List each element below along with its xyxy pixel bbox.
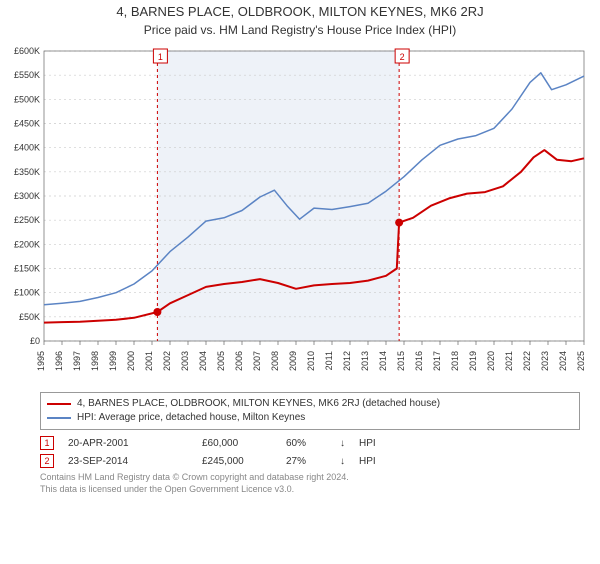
footer-attribution: Contains HM Land Registry data © Crown c… bbox=[40, 472, 580, 495]
svg-text:2022: 2022 bbox=[522, 351, 532, 371]
svg-text:£100K: £100K bbox=[14, 288, 40, 298]
svg-text:1996: 1996 bbox=[54, 351, 64, 371]
sales-table: 1 20-APR-2001 £60,000 60% ↓ HPI 2 23-SEP-2014 £2… bbox=[40, 434, 580, 470]
svg-text:2: 2 bbox=[400, 52, 405, 62]
legend-row: HPI: Average price, detached house, Milt… bbox=[47, 411, 573, 425]
svg-text:2021: 2021 bbox=[504, 351, 514, 371]
sale-pct: 60% bbox=[286, 438, 326, 449]
svg-text:2018: 2018 bbox=[450, 351, 460, 371]
legend-swatch bbox=[47, 417, 71, 419]
svg-text:£550K: £550K bbox=[14, 70, 40, 80]
svg-text:£200K: £200K bbox=[14, 239, 40, 249]
svg-text:1999: 1999 bbox=[108, 351, 118, 371]
sale-price: £245,000 bbox=[202, 456, 272, 467]
svg-text:2010: 2010 bbox=[306, 351, 316, 371]
svg-text:£500K: £500K bbox=[14, 94, 40, 104]
svg-text:2019: 2019 bbox=[468, 351, 478, 371]
chart-title-sub: Price paid vs. HM Land Registry's House … bbox=[0, 23, 600, 37]
svg-text:2009: 2009 bbox=[288, 351, 298, 371]
sale-pct: 27% bbox=[286, 456, 326, 467]
svg-text:2004: 2004 bbox=[198, 351, 208, 371]
svg-text:2008: 2008 bbox=[270, 351, 280, 371]
sale-arrow-icon: ↓ bbox=[340, 456, 345, 467]
svg-text:2003: 2003 bbox=[180, 351, 190, 371]
svg-text:2013: 2013 bbox=[360, 351, 370, 371]
svg-text:2000: 2000 bbox=[126, 351, 136, 371]
svg-text:2007: 2007 bbox=[252, 351, 262, 371]
svg-text:£0: £0 bbox=[30, 336, 40, 346]
sale-price: £60,000 bbox=[202, 438, 272, 449]
sale-row: 2 23-SEP-2014 £245,000 27% ↓ HPI bbox=[40, 452, 580, 470]
legend-swatch bbox=[47, 403, 71, 405]
svg-text:1995: 1995 bbox=[36, 351, 46, 371]
svg-text:2017: 2017 bbox=[432, 351, 442, 371]
svg-text:2023: 2023 bbox=[540, 351, 550, 371]
svg-text:£600K: £600K bbox=[14, 46, 40, 56]
svg-text:2024: 2024 bbox=[558, 351, 568, 371]
sale-tag: HPI bbox=[359, 456, 376, 467]
legend-row: 4, BARNES PLACE, OLDBROOK, MILTON KEYNES… bbox=[47, 397, 573, 411]
svg-text:2014: 2014 bbox=[378, 351, 388, 371]
svg-text:1997: 1997 bbox=[72, 351, 82, 371]
sale-marker-num: 2 bbox=[40, 454, 54, 468]
footer-line2: This data is licensed under the Open Gov… bbox=[40, 484, 580, 496]
svg-text:2005: 2005 bbox=[216, 351, 226, 371]
legend-label: HPI: Average price, detached house, Milt… bbox=[77, 411, 305, 425]
svg-text:£400K: £400K bbox=[14, 143, 40, 153]
sale-arrow-icon: ↓ bbox=[340, 438, 345, 449]
svg-text:£250K: £250K bbox=[14, 215, 40, 225]
svg-text:£300K: £300K bbox=[14, 191, 40, 201]
footer-line1: Contains HM Land Registry data © Crown c… bbox=[40, 472, 580, 484]
svg-text:2020: 2020 bbox=[486, 351, 496, 371]
chart-container: £0 £50K £100K £150K £200K £250K £300K £350K £400… bbox=[0, 43, 600, 386]
svg-text:1998: 1998 bbox=[90, 351, 100, 371]
price-chart: £0 £50K £100K £150K £200K £250K £300K £350K £400… bbox=[0, 43, 600, 383]
svg-text:2002: 2002 bbox=[162, 351, 172, 371]
svg-text:2011: 2011 bbox=[324, 351, 334, 370]
legend-label: 4, BARNES PLACE, OLDBROOK, MILTON KEYNES… bbox=[77, 397, 440, 411]
sale-tag: HPI bbox=[359, 438, 376, 449]
svg-text:£450K: £450K bbox=[14, 119, 40, 129]
legend: 4, BARNES PLACE, OLDBROOK, MILTON KEYNES… bbox=[40, 392, 580, 430]
sale-date: 20-APR-2001 bbox=[68, 438, 188, 449]
svg-text:2001: 2001 bbox=[144, 351, 154, 371]
svg-text:£150K: £150K bbox=[14, 264, 40, 274]
svg-text:£350K: £350K bbox=[14, 167, 40, 177]
sale-date: 23-SEP-2014 bbox=[68, 456, 188, 467]
sale-marker-num: 1 bbox=[40, 436, 54, 450]
chart-title-address: 4, BARNES PLACE, OLDBROOK, MILTON KEYNES… bbox=[0, 4, 600, 19]
svg-text:1: 1 bbox=[158, 52, 163, 62]
svg-text:2016: 2016 bbox=[414, 351, 424, 371]
svg-text:2015: 2015 bbox=[396, 351, 406, 371]
sale-row: 1 20-APR-2001 £60,000 60% ↓ HPI bbox=[40, 434, 580, 452]
svg-text:2025: 2025 bbox=[576, 351, 586, 371]
svg-text:£50K: £50K bbox=[19, 312, 40, 322]
svg-text:2012: 2012 bbox=[342, 351, 352, 371]
svg-text:2006: 2006 bbox=[234, 351, 244, 371]
